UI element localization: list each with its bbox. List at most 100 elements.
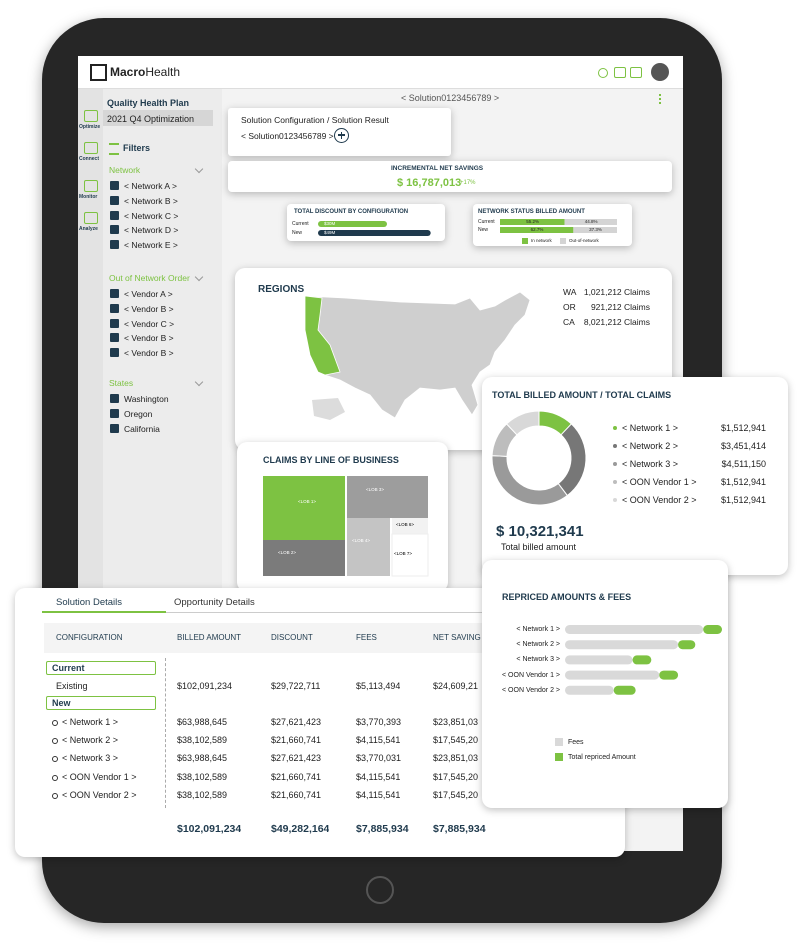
nav-label[interactable]: Analyze <box>79 226 98 232</box>
cell: $27,621,423 <box>271 754 322 764</box>
chat-icon[interactable] <box>614 67 626 78</box>
status-value-label: 62.7% <box>530 227 544 232</box>
repriced-bar <box>565 685 614 695</box>
radio[interactable] <box>52 738 58 745</box>
checkbox[interactable] <box>110 240 119 250</box>
cell: $63,988,645 <box>177 754 228 764</box>
checkbox[interactable] <box>110 289 119 298</box>
avatar[interactable] <box>651 63 669 81</box>
status-bar <box>500 219 565 225</box>
repriced-bar <box>565 670 660 680</box>
checkbox[interactable] <box>110 423 119 433</box>
active-tab-underline <box>42 611 166 613</box>
checkbox[interactable] <box>110 181 119 190</box>
repriced-category: < Network 1 > <box>516 626 560 633</box>
status-value-label: 37.3% <box>589 227 602 232</box>
nav-icon[interactable] <box>84 142 98 154</box>
radio[interactable] <box>52 756 58 763</box>
checkbox[interactable] <box>110 333 119 343</box>
nav-label[interactable]: Monitor <box>79 194 98 200</box>
cell: $3,770,031 <box>356 754 402 764</box>
lob-cell[interactable] <box>263 540 345 576</box>
legend-label: < Network 3 > <box>622 459 679 469</box>
group-box <box>46 696 156 710</box>
lob-cell[interactable] <box>263 476 345 540</box>
help-icon[interactable] <box>630 67 642 78</box>
lob-cell[interactable] <box>392 518 428 534</box>
status-bar <box>500 227 574 233</box>
discount-category: Current <box>292 221 309 227</box>
nav-label[interactable]: Optimize <box>79 124 101 130</box>
repriced-bar <box>703 625 722 634</box>
nav-label[interactable]: Connect <box>79 156 99 162</box>
total-cell: $7,885,934 <box>433 824 486 835</box>
lob-cell[interactable] <box>347 518 390 576</box>
checkbox[interactable] <box>110 303 119 313</box>
region-code: OR <box>563 302 576 312</box>
filter-item: < Vendor B > <box>124 303 174 314</box>
legend-label: < Network 1 > <box>622 423 679 433</box>
discount-category: New <box>292 230 303 236</box>
filter-item: California <box>124 423 160 434</box>
lob-cell[interactable] <box>347 476 428 518</box>
menu-dots[interactable] <box>659 94 663 104</box>
radio[interactable] <box>52 774 58 781</box>
region-code: CA <box>563 317 575 327</box>
legend-swatch <box>522 238 528 244</box>
cell: $38,102,589 <box>177 790 228 800</box>
filter-item: < Vendor B > <box>124 333 174 344</box>
group-box <box>46 661 156 675</box>
nav-icon[interactable] <box>84 110 98 122</box>
legend-label: In network <box>531 238 552 243</box>
regions-title: REGIONS <box>258 284 305 295</box>
status-value-label: 44.8% <box>584 219 598 224</box>
nav-icon[interactable] <box>84 212 98 224</box>
repriced-card <box>482 560 728 808</box>
legend-label: Out-of-network <box>569 238 599 243</box>
west-coast-states[interactable] <box>304 295 341 376</box>
repriced-bar <box>565 640 679 650</box>
radio[interactable] <box>52 792 58 799</box>
cell: $17,545,20 <box>433 772 479 782</box>
status-category: Current <box>478 219 495 225</box>
radio[interactable] <box>52 720 58 726</box>
checkbox[interactable] <box>110 225 119 235</box>
filter-icon <box>109 143 119 155</box>
tab[interactable]: Opportunity Details <box>174 597 255 608</box>
status-bar <box>564 219 617 225</box>
region-claims: 8,021,212 Claims <box>583 317 650 327</box>
row-label: < Network 2 > <box>62 736 119 746</box>
repriced-bar <box>632 655 652 665</box>
filters-label: Filters <box>123 143 151 153</box>
row-label: < Network 1 > <box>62 718 119 727</box>
filter-group-title: Out of Network Order <box>109 273 190 283</box>
config-selector[interactable]: < Solution0123456789 > <box>241 131 334 141</box>
column-header: BILLED AMOUNT <box>177 634 242 642</box>
row-label: Existing <box>56 682 88 691</box>
legend-label: < Network 2 > <box>622 441 679 451</box>
tab[interactable]: Solution Details <box>56 597 123 608</box>
region-code: WA <box>563 287 577 297</box>
billed-card <box>482 377 788 575</box>
checkbox[interactable] <box>110 318 119 328</box>
cell: $4,115,541 <box>356 790 401 800</box>
filter-item: Oregon <box>124 408 153 419</box>
repriced-category: < Network 2 > <box>516 641 560 649</box>
checkbox[interactable] <box>110 394 119 403</box>
checkbox[interactable] <box>110 210 119 220</box>
cell: $23,851,03 <box>433 718 479 727</box>
checkbox[interactable] <box>110 348 119 358</box>
checkbox[interactable] <box>110 195 119 205</box>
home-button[interactable] <box>366 876 394 904</box>
discount-title: TOTAL DISCOUNT BY CONFIGURATION <box>294 209 409 215</box>
region-claims: 1,021,212 Claims <box>583 287 650 297</box>
column-header: FEES <box>356 634 377 642</box>
group-label: New <box>52 698 71 708</box>
checkbox[interactable] <box>110 408 119 418</box>
nav-icon[interactable] <box>84 180 98 192</box>
alaska <box>312 398 345 420</box>
add-button[interactable] <box>334 128 349 143</box>
period-box[interactable] <box>103 110 213 126</box>
bell-icon[interactable] <box>598 68 608 78</box>
lob-cell[interactable] <box>391 533 429 577</box>
